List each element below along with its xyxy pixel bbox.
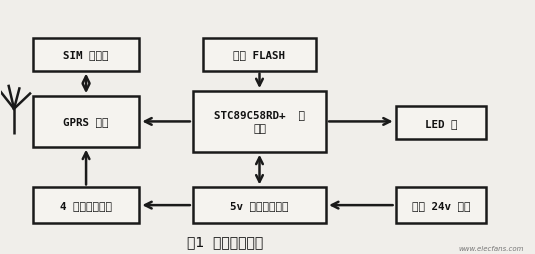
Text: SIM 卡接口: SIM 卡接口 xyxy=(63,50,109,60)
Bar xyxy=(395,188,486,223)
Text: 外部 FLASH: 外部 FLASH xyxy=(233,50,286,60)
Text: www.elecfans.com: www.elecfans.com xyxy=(458,245,524,251)
Text: 5v 电源转换电路: 5v 电源转换电路 xyxy=(230,200,289,210)
Bar xyxy=(203,39,316,71)
Bar xyxy=(33,39,140,71)
Bar xyxy=(193,188,326,223)
Bar xyxy=(33,188,140,223)
Text: STC89C58RD+  单
片机: STC89C58RD+ 单 片机 xyxy=(214,110,305,134)
Text: 外加 24v 电源: 外加 24v 电源 xyxy=(411,200,470,210)
Bar xyxy=(395,107,486,140)
Text: GPRS 模块: GPRS 模块 xyxy=(63,117,109,127)
Text: 4 电源转换电路: 4 电源转换电路 xyxy=(60,200,112,210)
Text: 图1  硬件设计框图: 图1 硬件设计框图 xyxy=(187,234,263,248)
Text: LED 屏: LED 屏 xyxy=(425,118,457,128)
Bar xyxy=(33,97,140,147)
Bar xyxy=(193,92,326,152)
